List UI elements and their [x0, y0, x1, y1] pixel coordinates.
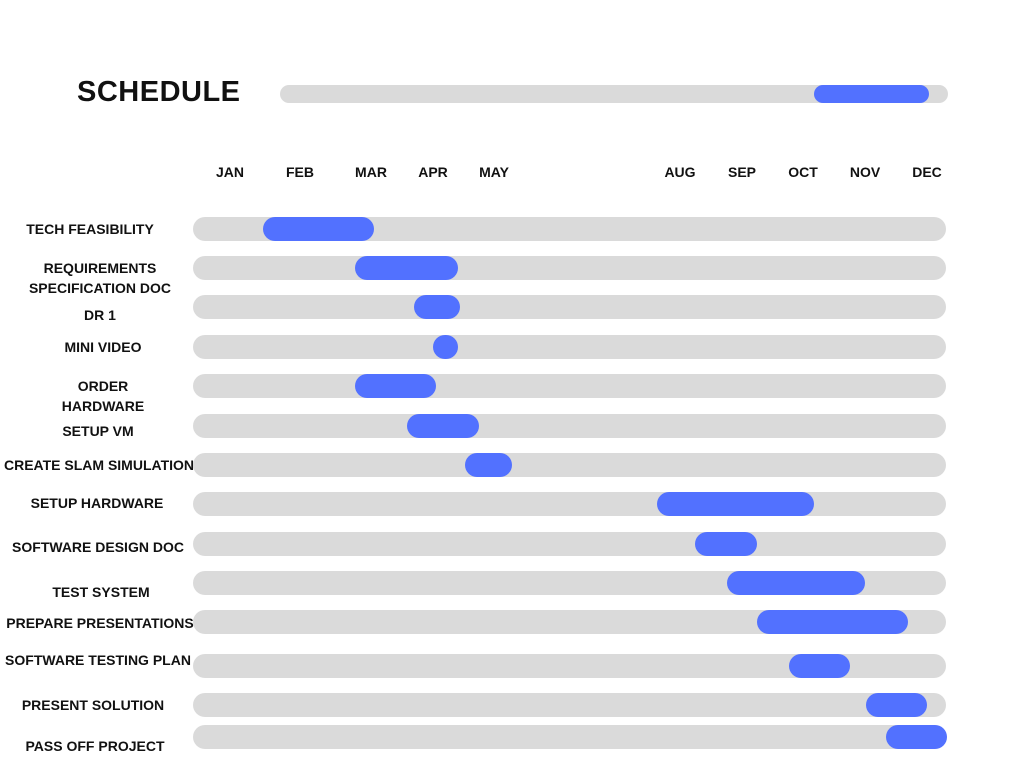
task-track	[193, 725, 946, 749]
month-label: AUG	[664, 164, 696, 180]
task-label: TEST SYSTEM	[52, 584, 150, 600]
task-label: PREPARE PRESENTATIONS	[6, 615, 194, 631]
month-label: JAN	[215, 164, 245, 180]
month-label: NOV	[849, 164, 881, 180]
task-bar	[657, 492, 814, 516]
task-bar	[355, 374, 436, 398]
month-label: MAR	[355, 164, 387, 180]
task-bar	[263, 217, 374, 241]
task-label: ORDER HARDWARE	[61, 378, 145, 414]
month-label: MAY	[479, 164, 509, 180]
task-bar	[789, 654, 850, 678]
task-label: CREATE SLAM SIMULATION	[3, 457, 195, 473]
task-track	[193, 256, 946, 280]
month-label: FEB	[286, 164, 314, 180]
task-track	[193, 492, 946, 516]
task-track	[193, 295, 946, 319]
task-track	[193, 414, 946, 438]
task-track	[193, 374, 946, 398]
month-label: APR	[418, 164, 448, 180]
task-bar	[866, 693, 927, 717]
task-bar	[886, 725, 947, 749]
task-bar	[465, 453, 512, 477]
task-label: SOFTWARE TESTING PLAN	[5, 652, 191, 668]
task-label: REQUIREMENTS SPECIFICATION DOC	[28, 260, 172, 296]
task-track	[193, 693, 946, 717]
task-bar	[433, 335, 458, 359]
task-label: PASS OFF PROJECT	[25, 738, 165, 754]
task-track	[193, 532, 946, 556]
task-track	[193, 453, 946, 477]
task-label: PRESENT SOLUTION	[21, 697, 165, 713]
task-label: SOFTWARE DESIGN DOC	[12, 539, 184, 555]
task-label: MINI VIDEO	[64, 339, 142, 355]
task-bar	[727, 571, 865, 595]
task-label: SETUP HARDWARE	[30, 495, 164, 511]
task-bar	[757, 610, 908, 634]
task-bar	[414, 295, 460, 319]
month-label: SEP	[727, 164, 757, 180]
task-bar	[407, 414, 479, 438]
task-label: SETUP VM	[62, 423, 134, 439]
task-bar	[695, 532, 757, 556]
month-label: OCT	[788, 164, 818, 180]
month-label: DEC	[912, 164, 942, 180]
task-label: DR 1	[84, 307, 116, 323]
header-progress-bar	[814, 85, 929, 103]
task-track	[193, 335, 946, 359]
chart-title: SCHEDULE	[77, 76, 241, 108]
header-progress-track	[280, 85, 948, 103]
task-bar	[355, 256, 458, 280]
task-label: TECH FEASIBILITY	[26, 221, 154, 237]
